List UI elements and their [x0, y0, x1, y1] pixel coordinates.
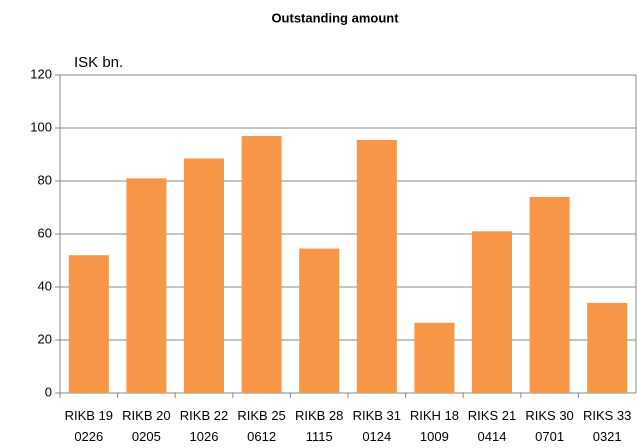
y-axis-label: ISK bn.	[74, 54, 123, 71]
bar	[356, 139, 397, 393]
x-tick-label: RIKS 30 0701	[525, 408, 574, 444]
x-tick-label: RIKH 18 1009	[409, 408, 459, 444]
bar	[68, 255, 109, 393]
bar	[241, 135, 282, 393]
x-tick-label: RIKB 19 0226	[64, 408, 113, 444]
x-tick-label: RIKS 21 0414	[467, 408, 517, 444]
bar	[126, 178, 167, 393]
x-tick-label: RIKB 22 1026	[179, 408, 229, 444]
x-tick-label: RIKB 25 0612	[237, 408, 286, 444]
bar	[184, 158, 224, 393]
bar	[529, 196, 570, 393]
y-tick-label: 100	[30, 119, 52, 134]
bar	[299, 248, 340, 393]
y-tick-label: 40	[38, 278, 52, 293]
bar	[472, 231, 512, 393]
y-tick-label: 120	[30, 66, 52, 81]
bar	[414, 322, 455, 393]
y-tick-label: 80	[38, 172, 52, 187]
chart-title: Outstanding amount	[271, 10, 399, 25]
y-tick-label: 60	[38, 225, 52, 240]
bar	[587, 302, 628, 393]
x-tick-label: RIKB 31 0124	[352, 408, 401, 444]
y-tick-label: 20	[38, 331, 52, 346]
x-tick-label: RIKS 33 0321	[582, 408, 632, 444]
x-tick-label: RIKB 28 1115	[294, 408, 344, 444]
y-tick-label: 0	[45, 384, 52, 399]
x-tick-label: RIKB 20 0205	[122, 408, 171, 444]
